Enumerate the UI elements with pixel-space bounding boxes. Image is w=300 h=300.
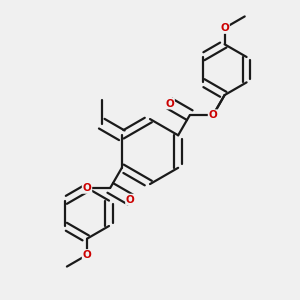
Text: O: O bbox=[220, 23, 229, 33]
Text: O: O bbox=[82, 250, 91, 260]
Text: O: O bbox=[208, 110, 217, 120]
Text: O: O bbox=[126, 194, 135, 205]
Text: O: O bbox=[82, 183, 91, 193]
Text: O: O bbox=[165, 99, 174, 109]
